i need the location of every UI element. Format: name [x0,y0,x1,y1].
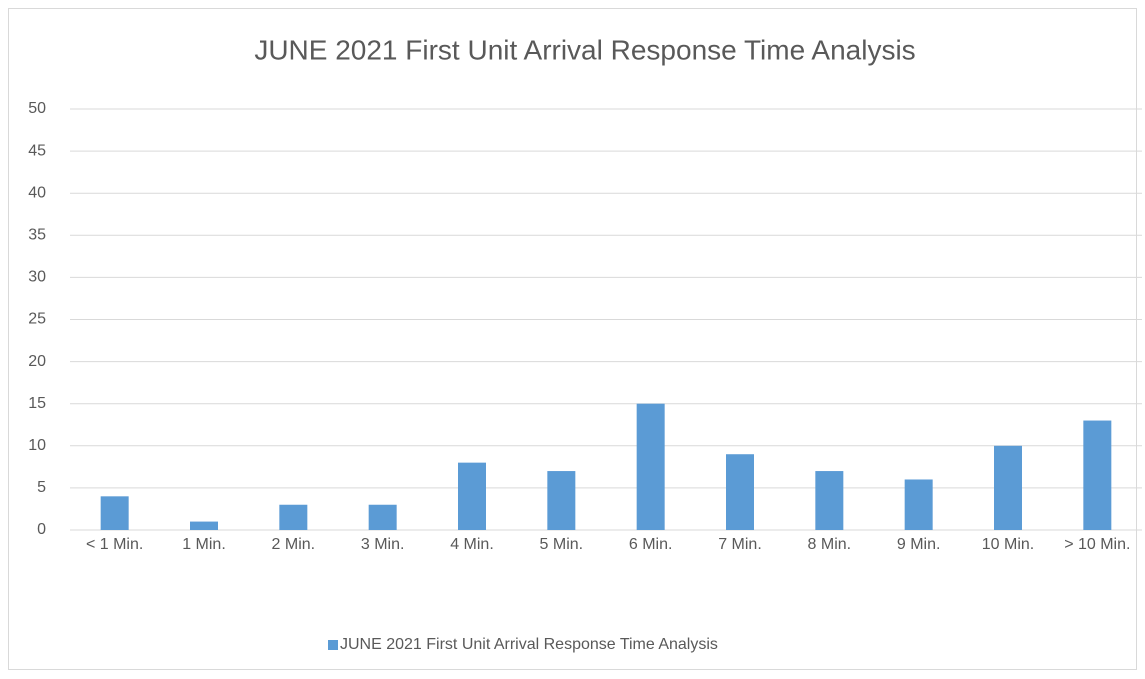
x-tick-label: 8 Min. [807,536,852,553]
bar [815,471,844,530]
x-tick-label: 5 Min. [539,536,584,553]
x-tick-label: < 1 Min. [85,536,144,553]
bar [100,496,129,530]
bar [904,479,933,530]
x-tick-label: 1 Min. [182,536,226,553]
x-tick-label: 9 Min. [896,536,941,553]
x-tick-label: 2 Min. [271,536,316,553]
bar [279,504,308,530]
y-tick-label: 35 [28,227,46,244]
y-tick-label: 5 [37,479,46,496]
bar [994,445,1022,530]
x-tick-label: 3 Min. [360,536,405,553]
legend-label: JUNE 2021 First Unit Arrival Response Ti… [340,636,718,653]
bar [726,454,754,530]
y-tick-label: 50 [28,100,46,117]
y-tick-label: 20 [28,353,46,370]
bar [636,403,665,530]
y-tick-label: 25 [28,311,46,328]
y-tick-label: 10 [28,437,46,454]
chart-title: JUNE 2021 First Unit Arrival Response Ti… [254,34,915,65]
x-tick-label: 4 Min. [450,536,494,553]
y-tick-label: 30 [28,269,46,286]
bar [1083,420,1112,530]
x-tick-label: 6 Min. [628,536,673,553]
x-tick-label: 7 Min. [718,536,762,553]
chart-border [8,8,1137,670]
bar [190,521,218,530]
x-tick-label: 10 Min. [981,536,1035,553]
y-tick-label: 0 [37,521,46,538]
bar [547,471,576,530]
y-tick-label: 45 [28,142,46,159]
bar [368,504,397,530]
y-tick-label: 40 [28,184,46,201]
y-tick-label: 15 [28,395,46,412]
bar [458,462,486,530]
legend-swatch [328,640,338,650]
x-tick-label: > 10 Min. [1064,536,1131,553]
